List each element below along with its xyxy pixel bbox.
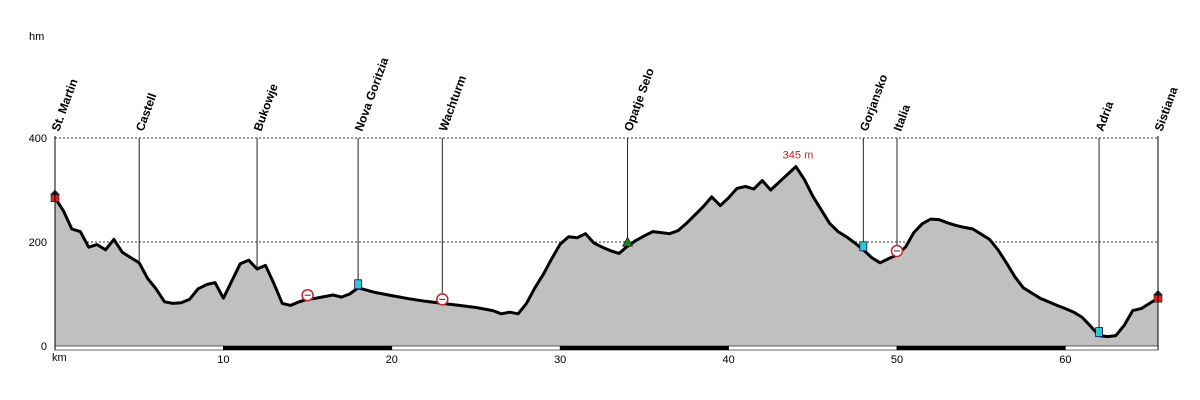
x-scale-segment xyxy=(559,345,729,351)
x-tick-label: 20 xyxy=(386,354,398,366)
profile-area-layer xyxy=(53,165,1159,346)
x-tick-label: 40 xyxy=(722,354,734,366)
x-scale-segment xyxy=(54,345,224,351)
place-label: Opatje Selo xyxy=(621,66,657,133)
water-icon xyxy=(354,279,363,290)
place-label: Castell xyxy=(133,91,160,133)
place-label: Italia xyxy=(891,102,914,133)
profile-area xyxy=(55,166,1158,346)
gridlines xyxy=(55,137,1158,243)
axes: 0 200 400 10 20 30 40 50 60 xyxy=(29,133,1159,366)
y-axis-unit-label: hm xyxy=(29,31,44,43)
place-label: Bukowje xyxy=(251,82,281,133)
pass-icon xyxy=(622,236,634,247)
profile-line xyxy=(53,165,1159,339)
y-tick-label: 0 xyxy=(41,341,47,353)
place-label: Gorjansko xyxy=(857,72,890,133)
peak-elevation-label: 345 m xyxy=(783,150,814,162)
x-axis-unit-label: km xyxy=(52,352,67,364)
x-scale-segment xyxy=(1065,345,1159,351)
x-tick-label: 30 xyxy=(554,354,566,366)
x-tick-label: 10 xyxy=(217,354,229,366)
x-scale-segment xyxy=(391,345,561,351)
water-icon xyxy=(1095,327,1103,338)
place-label: St. Martin xyxy=(49,77,81,133)
x-scale-segment xyxy=(223,345,393,351)
water-icon xyxy=(859,241,868,252)
y-tick-label: 200 xyxy=(29,237,47,249)
x-tick-label: 50 xyxy=(891,354,903,366)
x-scale-segment xyxy=(896,345,1066,351)
x-tick-label: 60 xyxy=(1059,354,1071,366)
place-label: Adria xyxy=(1093,99,1117,133)
x-scale-segment xyxy=(728,345,898,351)
place-label: Sistiana xyxy=(1152,85,1181,133)
y-tick-label: 400 xyxy=(29,133,47,145)
place-label: Wachturm xyxy=(436,74,469,134)
place-label: Nova Goritzia xyxy=(352,55,392,133)
